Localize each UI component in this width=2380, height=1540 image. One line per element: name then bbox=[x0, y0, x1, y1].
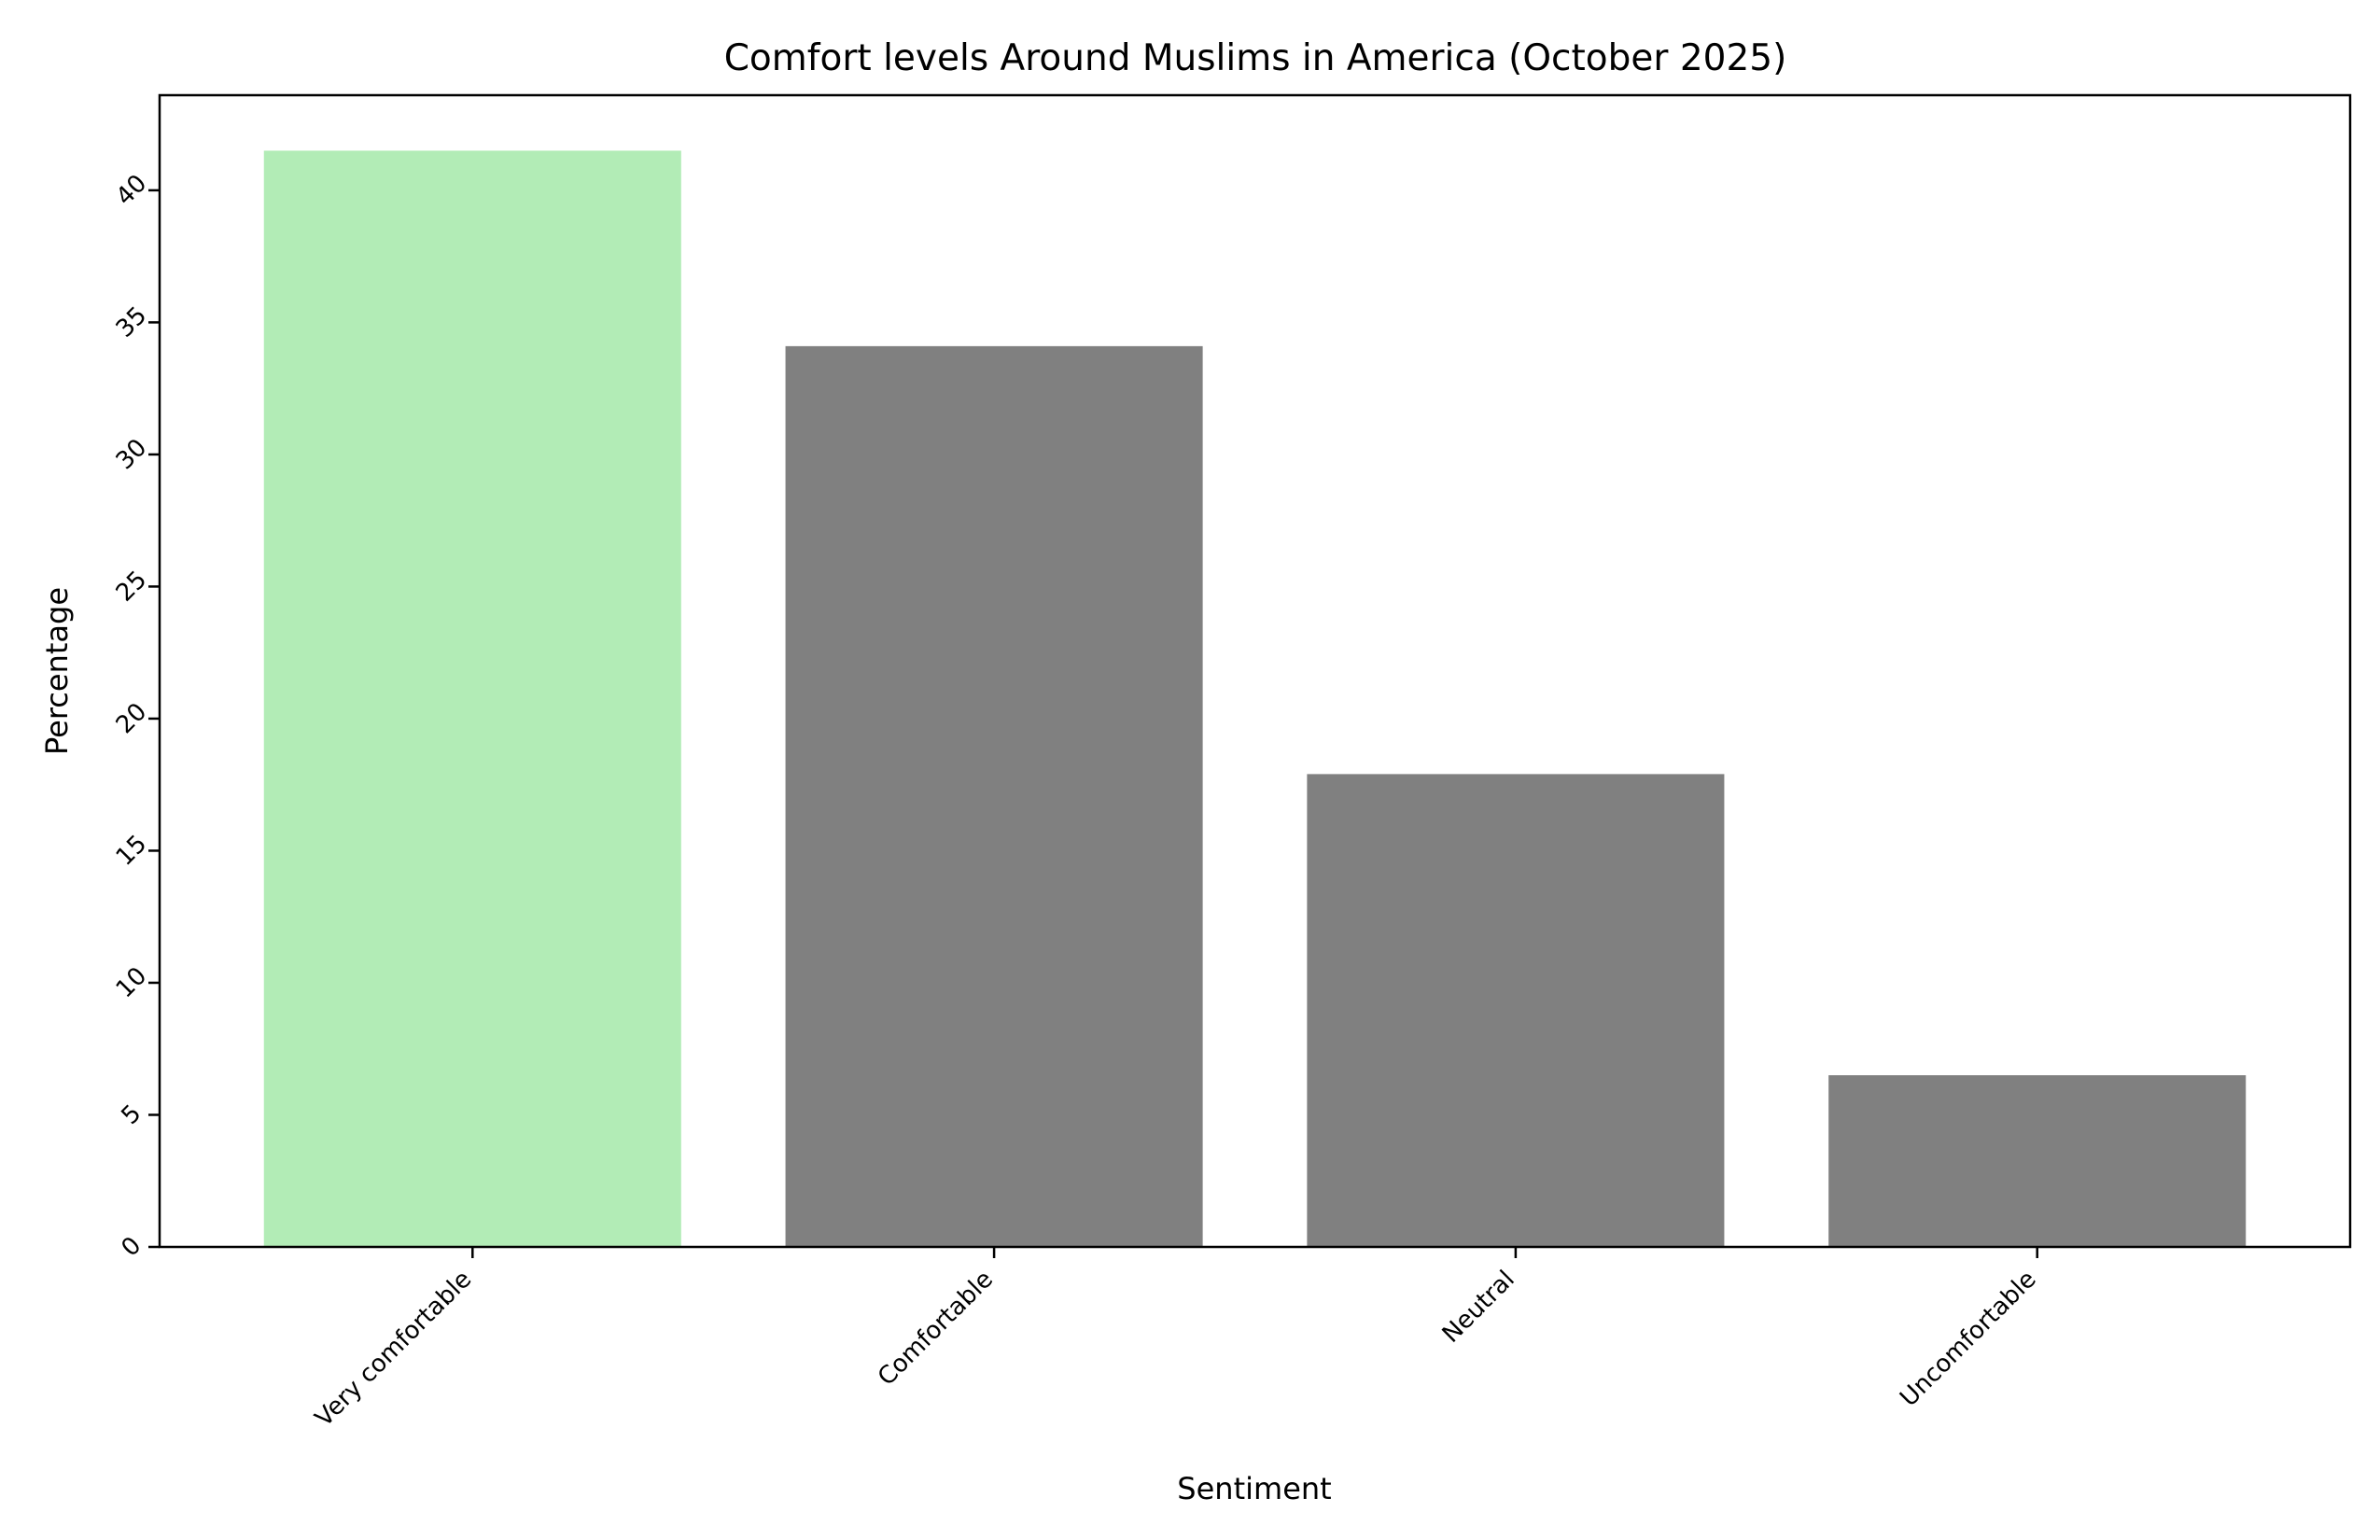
chart-title: Comfort levels Around Muslims in America… bbox=[724, 37, 1787, 79]
bar-neutral bbox=[1307, 774, 1725, 1247]
plot-frame bbox=[158, 93, 2352, 1249]
y-axis-label: Percentage bbox=[39, 587, 75, 755]
bar-comfortable bbox=[785, 345, 1203, 1247]
bar-uncomfortable bbox=[1828, 1075, 2247, 1247]
bar-very-comfortable bbox=[263, 150, 681, 1247]
bars bbox=[263, 150, 2247, 1247]
x-axis-label: Sentiment bbox=[1177, 1471, 1331, 1506]
